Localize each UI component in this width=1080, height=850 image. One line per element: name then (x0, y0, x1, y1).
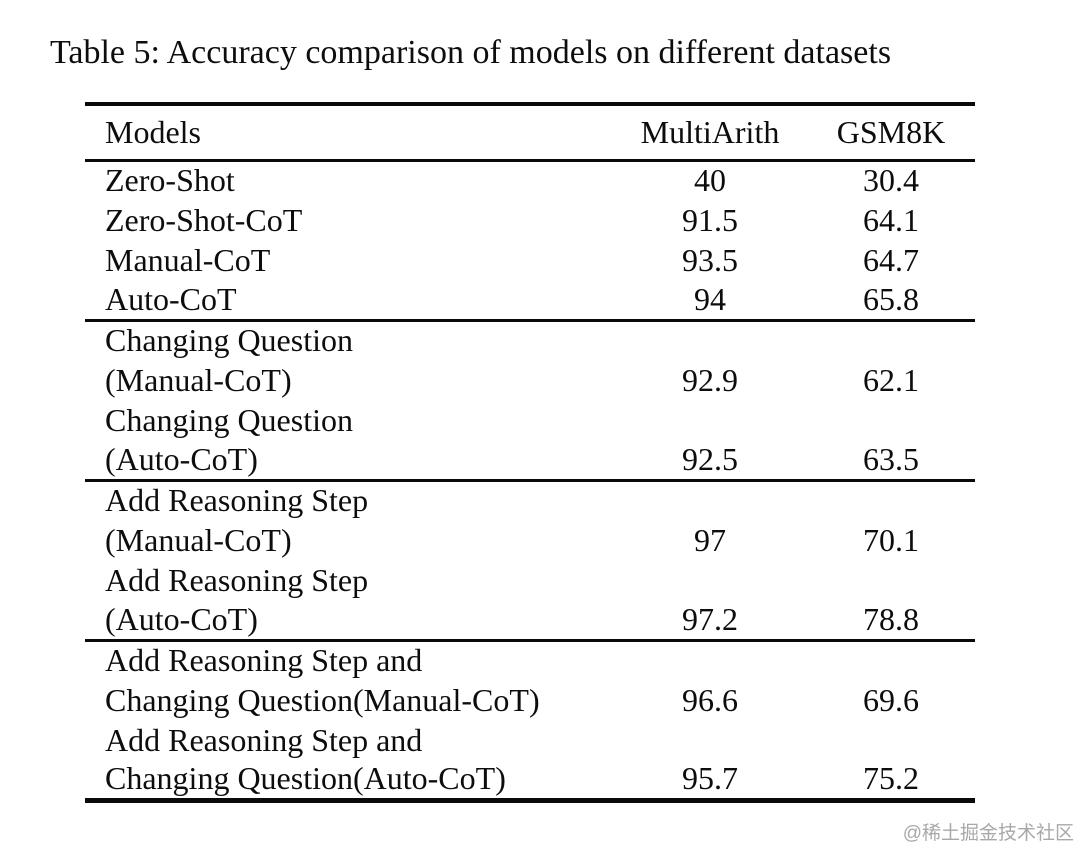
gsm8k-value: 75.2 (863, 760, 919, 797)
table-row: Add Reasoning Step and (85, 640, 975, 680)
table-row: Add Reasoning Step and (85, 720, 975, 760)
watermark: @稀土掘金技术社区 (902, 823, 1074, 844)
model-label: Zero-Shot-CoT (105, 201, 303, 238)
table-row: Changing Question (85, 400, 975, 440)
model-label: (Auto-CoT) (105, 600, 258, 637)
multiarith-value: 95.7 (682, 760, 738, 797)
model-label: Manual-CoT (105, 241, 271, 278)
gsm8k-value (825, 640, 975, 680)
table-group: Changing Question (Manual-CoT) 92.9 62.1 Cha… (85, 320, 975, 480)
gsm8k-value: 62.1 (863, 361, 919, 398)
table-row: Add Reasoning Step (85, 560, 975, 600)
model-label: Add Reasoning Step and (105, 642, 423, 679)
gsm8k-value: 30.4 (863, 162, 919, 199)
gsm8k-value: 63.5 (863, 440, 919, 477)
table-row: Changing Question(Manual-CoT) 96.6 69.6 (85, 680, 975, 720)
table-header: Models MultiArith GSM8K (85, 104, 975, 160)
gsm8k-value: 70.1 (863, 521, 919, 558)
accuracy-table: Models MultiArith GSM8K Zero-Shot 40 30.4 Z… (85, 102, 975, 803)
multiarith-value: 96.6 (682, 681, 738, 718)
multiarith-value: 92.9 (682, 361, 738, 398)
model-label: Changing Question(Manual-CoT) (105, 681, 540, 718)
model-label: Changing Question(Auto-CoT) (105, 760, 506, 797)
multiarith-value (595, 720, 825, 760)
model-label: Zero-Shot (105, 162, 235, 199)
gsm8k-value (825, 400, 975, 440)
col-header-gsm8k: GSM8K (836, 113, 946, 150)
header-row: Models MultiArith GSM8K (85, 104, 975, 160)
model-label: Add Reasoning Step (105, 561, 369, 598)
table-row: Changing Question (85, 320, 975, 360)
table-group: Add Reasoning Step and Changing Question(… (85, 640, 975, 800)
col-header-models: Models (105, 113, 201, 150)
table-row: Zero-Shot-CoT 91.5 64.1 (85, 200, 975, 240)
model-label: Changing Question (105, 401, 353, 438)
gsm8k-value: 64.7 (863, 241, 919, 278)
multiarith-value (595, 400, 825, 440)
model-label: (Auto-CoT) (105, 440, 258, 477)
table-row: (Auto-CoT) 92.5 63.5 (85, 440, 975, 480)
col-header-multiarith: MultiArith (640, 113, 780, 150)
table-row: Changing Question(Auto-CoT) 95.7 75.2 (85, 760, 975, 800)
multiarith-value (595, 560, 825, 600)
table-row: Auto-CoT 94 65.8 (85, 280, 975, 320)
table-row: Manual-CoT 93.5 64.7 (85, 240, 975, 280)
multiarith-value: 97.2 (682, 600, 738, 637)
gsm8k-value (825, 480, 975, 520)
table-group: Add Reasoning Step (Manual-CoT) 97 70.1 Add … (85, 480, 975, 640)
gsm8k-value (825, 320, 975, 360)
model-label: Add Reasoning Step (105, 482, 369, 519)
model-label: (Manual-CoT) (105, 361, 292, 398)
model-label: (Manual-CoT) (105, 521, 292, 558)
multiarith-value: 93.5 (682, 241, 738, 278)
model-label: Add Reasoning Step and (105, 721, 423, 758)
table-row: (Auto-CoT) 97.2 78.8 (85, 600, 975, 640)
gsm8k-value: 69.6 (863, 681, 919, 718)
gsm8k-value (825, 560, 975, 600)
gsm8k-value (825, 720, 975, 760)
table-row: Zero-Shot 40 30.4 (85, 160, 975, 200)
multiarith-value: 91.5 (682, 201, 738, 238)
multiarith-value (595, 640, 825, 680)
table-row: (Manual-CoT) 97 70.1 (85, 520, 975, 560)
model-label: Changing Question (105, 322, 353, 359)
gsm8k-value: 65.8 (863, 280, 919, 317)
multiarith-value (595, 320, 825, 360)
table-group: Zero-Shot 40 30.4 Zero-Shot-CoT 91.5 64.1 Manu… (85, 160, 975, 320)
multiarith-value: 97 (694, 521, 726, 558)
table-row: (Manual-CoT) 92.9 62.1 (85, 360, 975, 400)
multiarith-value: 94 (694, 280, 726, 317)
model-label: Auto-CoT (105, 280, 237, 317)
multiarith-value: 40 (694, 162, 726, 199)
multiarith-value: 92.5 (682, 440, 738, 477)
gsm8k-value: 78.8 (863, 600, 919, 637)
gsm8k-value: 64.1 (863, 201, 919, 238)
table-caption: Table 5: Accuracy comparison of models o… (50, 34, 892, 71)
table-row: Add Reasoning Step (85, 480, 975, 520)
multiarith-value (595, 480, 825, 520)
